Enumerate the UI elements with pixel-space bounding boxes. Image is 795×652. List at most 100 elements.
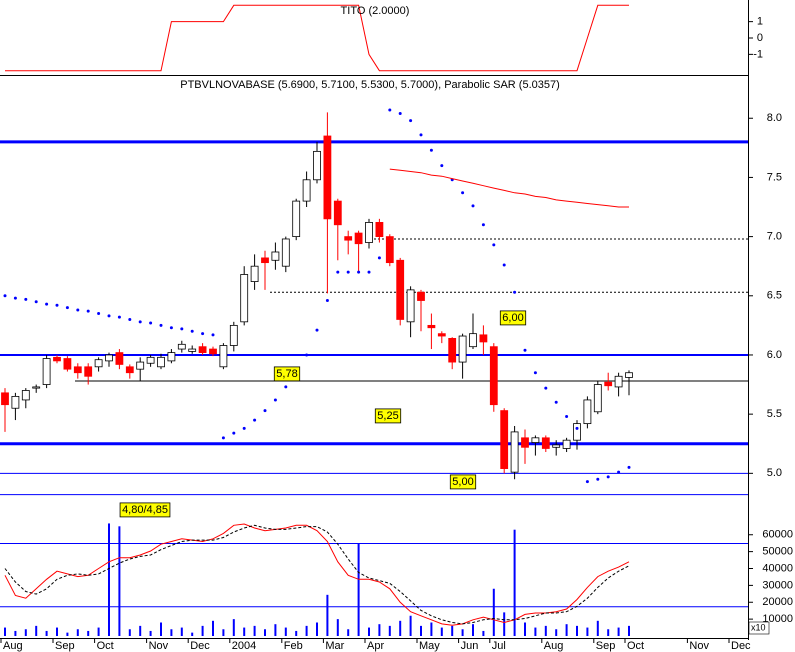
- sar-dot: [86, 309, 90, 313]
- volume-bar: [576, 625, 578, 636]
- volume-bar: [472, 624, 474, 636]
- sar-dot: [190, 329, 194, 333]
- y-tick-label: 0: [757, 32, 763, 44]
- sar-dot: [429, 148, 433, 152]
- sar-dot: [585, 480, 589, 484]
- volume-bar: [430, 622, 433, 636]
- x-tick-label: Dec: [190, 640, 210, 652]
- sar-dot: [606, 475, 610, 479]
- x-tick-label: Oct: [627, 640, 644, 652]
- volume-bar: [14, 630, 17, 636]
- candle-body: [63, 358, 72, 370]
- y-tick-label: 20000: [762, 596, 793, 608]
- series-line: [389, 168, 629, 208]
- volume-bar: [555, 629, 558, 636]
- x-tick-label: Sep: [596, 640, 616, 652]
- volume-bar: [513, 529, 516, 636]
- y-tick-label: 7.0: [767, 231, 782, 243]
- panel-title: PTBVLNOVABASE (5.6900, 5.7100, 5.5300, 5…: [180, 79, 560, 91]
- candle-body: [489, 346, 498, 406]
- volume-bar: [451, 625, 454, 636]
- sar-dot: [502, 263, 506, 267]
- volume-bar: [191, 632, 194, 636]
- volume-bar: [388, 625, 391, 636]
- sar-dot: [201, 332, 205, 336]
- y-tick-label: 5.5: [767, 408, 782, 420]
- candle-body: [510, 431, 519, 473]
- volume-bar: [87, 630, 90, 636]
- volume-bar: [274, 624, 277, 636]
- candle-body: [385, 236, 394, 264]
- sar-dot: [336, 270, 340, 274]
- candle-body: [437, 333, 446, 337]
- y-tick-label: 6.5: [767, 290, 782, 302]
- candle-body: [136, 361, 145, 370]
- volume-bar: [607, 629, 610, 636]
- sar-dot: [232, 431, 236, 435]
- candle-body: [396, 259, 405, 320]
- candle-body: [292, 200, 301, 238]
- candle-body: [406, 289, 415, 323]
- volume-bar: [45, 630, 48, 636]
- volume-bar: [336, 619, 339, 636]
- candle-body: [365, 222, 373, 243]
- y-tick-label: 8.0: [767, 112, 782, 124]
- sar-dot: [388, 108, 392, 112]
- candle-body: [541, 437, 550, 449]
- sar-dot: [492, 243, 496, 247]
- volume-bar: [461, 629, 464, 636]
- x-tick-label: Aug: [3, 640, 23, 652]
- x-tick-label: Oct: [97, 640, 114, 652]
- volume-bar: [108, 523, 110, 636]
- sar-dot: [24, 297, 28, 301]
- x-tick-label: Dec: [731, 640, 751, 652]
- x-tick-label: Jul: [492, 640, 506, 652]
- volume-bar: [264, 629, 266, 636]
- y-tick-label: 6.0: [767, 349, 782, 361]
- candle-body: [42, 358, 51, 385]
- candle-body: [157, 356, 165, 368]
- candle-body: [84, 366, 93, 377]
- sar-dot: [159, 323, 163, 327]
- candle-body: [625, 372, 633, 378]
- annotation: 5,00: [452, 476, 473, 488]
- sar-dot: [221, 436, 225, 440]
- candle-body: [125, 366, 134, 374]
- sar-dot: [263, 409, 267, 413]
- annotation: 5,25: [377, 410, 398, 422]
- volume-bar: [180, 627, 183, 636]
- volume-bar: [212, 620, 214, 636]
- sar-dot: [565, 415, 569, 419]
- volume-bar: [284, 627, 287, 636]
- candle-body: [94, 359, 103, 368]
- panel-title: TITO (2.0000): [341, 5, 410, 17]
- volume-bar: [399, 620, 402, 636]
- candle-body: [115, 352, 124, 365]
- candle-body: [354, 232, 363, 245]
- unit-box: [748, 621, 770, 635]
- volume-bar: [565, 624, 568, 636]
- x-tick-label: Jun: [461, 640, 479, 652]
- candle-body: [458, 335, 467, 363]
- volume-bar: [586, 627, 589, 636]
- candle-body: [417, 291, 425, 301]
- candle-body: [448, 337, 457, 363]
- volume-bar: [596, 620, 599, 636]
- volume-bar: [139, 625, 142, 636]
- candle-body: [250, 265, 259, 282]
- volume-bar: [128, 629, 131, 636]
- volume-bar: [243, 627, 246, 636]
- candle-body: [198, 346, 207, 353]
- sar-dot: [440, 164, 444, 168]
- volume-bar: [534, 627, 537, 636]
- candle-body: [1, 392, 9, 406]
- volume-bar: [295, 630, 298, 636]
- sar-dot: [13, 296, 17, 300]
- candle-body: [323, 135, 332, 220]
- candle-body: [614, 375, 623, 388]
- x-tick-label: Apr: [367, 640, 384, 652]
- volume-bar: [409, 615, 412, 636]
- series-line: [4, 523, 630, 626]
- sar-dot: [3, 294, 7, 298]
